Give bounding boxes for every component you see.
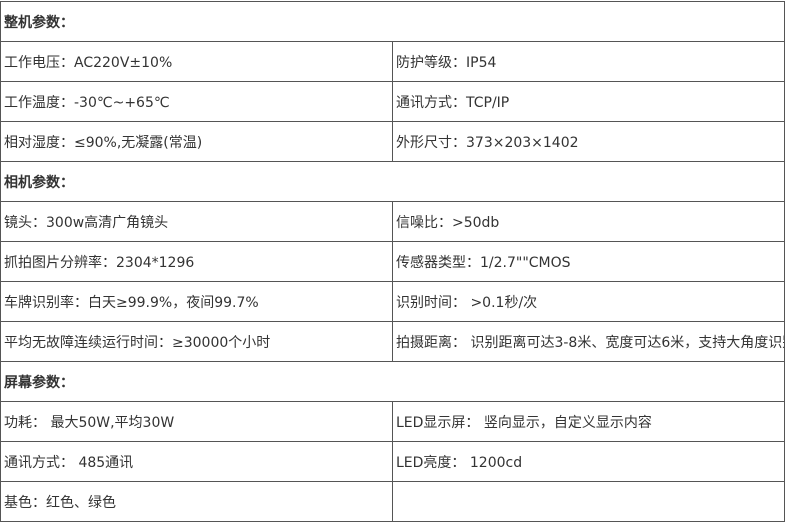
spec-row: 功耗： 最大50W,平均30W LED显示屏： 竖向显示，自定义显示内容: [0, 401, 785, 442]
spec-row: 车牌识别率：白天≥99.9%，夜间99.7% 识别时间： >0.1秒/次: [0, 281, 785, 322]
spec-cell-left: 抓拍图片分辨率：2304*1296: [0, 241, 393, 282]
section-title: 屏幕参数：: [0, 361, 785, 402]
spec-cell-right: 识别时间： >0.1秒/次: [392, 281, 785, 322]
spec-cell-right: 拍摄距离： 识别距离可达3-8米、宽度可达6米，支持大角度识别。: [392, 321, 785, 362]
spec-cell-right: 防护等级：IP54: [392, 41, 785, 82]
spec-cell-right: LED显示屏： 竖向显示，自定义显示内容: [392, 401, 785, 442]
section-header-row: 相机参数：: [0, 161, 785, 202]
spec-row: 工作电压：AC220V±10% 防护等级：IP54: [0, 41, 785, 82]
spec-cell-left: 镜头：300w高清广角镜头: [0, 201, 393, 242]
spec-row: 相对湿度：≤90%,无凝露(常温) 外形尺寸：373×203×1402: [0, 121, 785, 162]
spec-cell-left: 工作电压：AC220V±10%: [0, 41, 393, 82]
spec-cell-right: LED亮度： 1200cd: [392, 441, 785, 482]
spec-row: 通讯方式： 485通讯 LED亮度： 1200cd: [0, 441, 785, 482]
spec-cell-right: 通讯方式：TCP/IP: [392, 81, 785, 122]
spec-cell-left: 功耗： 最大50W,平均30W: [0, 401, 393, 442]
spec-cell-left: 工作温度：-30℃~+65℃: [0, 81, 393, 122]
spec-cell-right: 信噪比：>50db: [392, 201, 785, 242]
section-header-row: 屏幕参数：: [0, 361, 785, 402]
spec-cell-left: 平均无故障连续运行时间：≥30000个小时: [0, 321, 393, 362]
spec-row: 镜头：300w高清广角镜头 信噪比：>50db: [0, 201, 785, 242]
spec-cell-left: 基色：红色、绿色: [0, 481, 393, 522]
section-header-row: 整机参数：: [0, 1, 785, 42]
spec-cell-right: 外形尺寸：373×203×1402: [392, 121, 785, 162]
spec-cell-left: 通讯方式： 485通讯: [0, 441, 393, 482]
spec-row: 平均无故障连续运行时间：≥30000个小时 拍摄距离： 识别距离可达3-8米、宽度…: [0, 321, 785, 362]
spec-row: 抓拍图片分辨率：2304*1296 传感器类型：1/2.7""CMOS: [0, 241, 785, 282]
spec-cell-right: 传感器类型：1/2.7""CMOS: [392, 241, 785, 282]
spec-row: 基色：红色、绿色: [0, 481, 785, 522]
spec-cell-left: 相对湿度：≤90%,无凝露(常温): [0, 121, 393, 162]
section-title: 相机参数：: [0, 161, 785, 202]
spec-cell-right: [392, 481, 785, 522]
spec-cell-left: 车牌识别率：白天≥99.9%，夜间99.7%: [0, 281, 393, 322]
spec-row: 工作温度：-30℃~+65℃ 通讯方式：TCP/IP: [0, 81, 785, 122]
section-title: 整机参数：: [0, 1, 785, 42]
